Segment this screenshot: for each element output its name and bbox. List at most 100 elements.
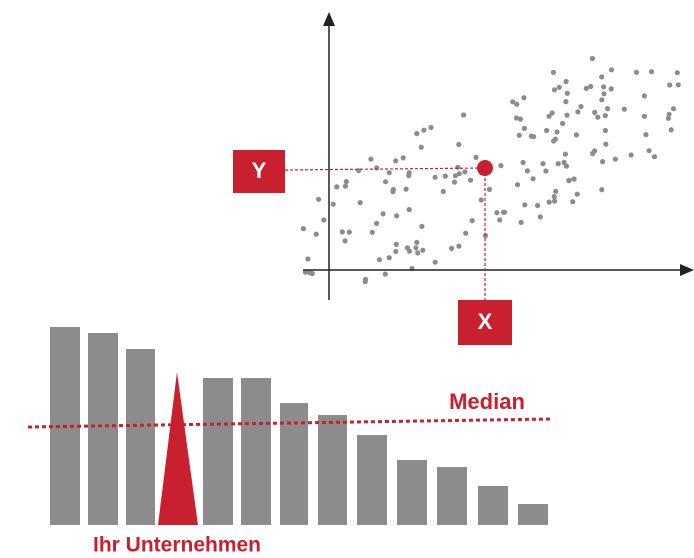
scatter-dot [316,196,322,202]
scatter-dot [432,174,438,180]
bar [126,349,155,525]
scatter-dot [551,87,558,93]
scatter-dot [628,152,634,158]
company-marker [158,372,198,525]
scatter-dot [462,169,468,175]
scatter-dot [599,74,605,80]
scatter-dot [403,186,409,192]
scatter-dot [633,69,640,75]
scatter-dot [432,259,438,265]
scatter-dot [414,131,420,137]
scatter-dot [382,179,389,185]
scatter-dot [592,148,598,154]
scatter-dot [562,151,569,157]
scatter-dot [342,183,348,189]
scatter-dot [571,176,577,182]
scatter-dot [561,159,567,166]
scatter-dot [334,184,340,190]
scatter-dot [461,112,467,118]
median-line [27,417,553,429]
bar [203,378,233,525]
scatter-dot [543,168,549,174]
scatter-dot [442,173,448,179]
scatter-dot [592,109,598,115]
scatter-dot [386,255,392,261]
scatter-dot [521,95,527,101]
scatter-dot [406,207,412,213]
scatter-dot [601,91,607,97]
scatter-dot [595,114,601,120]
scatter-dot [552,198,558,204]
scatter-dot [602,127,609,134]
bar [88,333,118,525]
scatter-dot [546,113,552,119]
bar [357,435,387,525]
scatter-dot [514,182,521,188]
scatter-dot [641,93,648,99]
scatter-dot [420,247,426,253]
scatter-dot [560,120,566,127]
scatter-dot [440,188,446,195]
median-label: Median [449,389,525,414]
x-axis-arrow [680,264,694,276]
scatter-dot [564,112,570,118]
scatter-dot [670,106,677,112]
scatter-dot [540,161,546,167]
scatter-dot [393,248,399,255]
scatter-dot [564,90,570,96]
x-label: X [478,309,493,334]
scatter-dot [600,159,606,165]
scatter-dot [675,82,681,88]
scatter-dot [550,69,557,75]
scatter-dot [589,55,596,62]
scatter-dot [380,211,386,217]
scatter-dot [368,156,374,162]
scatter-dot [305,256,311,262]
scatter-dot [510,99,516,105]
scatter-dot [393,158,399,164]
scatter-dot [599,187,605,193]
scatter-dot [415,250,421,256]
scatter-dot [604,106,611,112]
scatter-dot [563,99,569,105]
bar [437,467,467,525]
highlight-point [477,160,493,176]
scatter-dot [463,230,469,236]
bar [241,378,271,525]
scatter-dot [521,125,528,131]
scatter-dot [546,199,552,205]
scatter-dot [421,127,427,133]
scatter-dot [578,104,584,110]
scatter-dot [419,223,425,229]
scatter-dot [555,161,561,167]
bar [518,504,548,525]
scatter-dot [455,164,461,170]
scatter-dot [374,220,380,226]
scatter-dot [418,144,424,150]
scatter-dot [362,279,368,285]
scatter-dot [556,84,562,90]
scatter-dot [554,129,560,135]
scatter-dot [309,270,315,277]
scatter-dot [451,179,458,185]
scatter-dot [330,201,336,207]
scatter-dot [449,245,455,251]
scatter-dot [400,155,406,161]
scatter-dot [575,109,581,115]
scatter-dot [522,202,528,208]
scatter-dot [413,245,419,251]
scatter-dot [428,124,434,131]
scatter-dot [300,226,306,232]
scatter-dot [339,229,345,235]
bar [397,460,427,525]
scatter-dot [520,159,526,166]
scatter-dot [648,69,655,75]
scatter-dot [473,154,479,160]
scatter-dot [574,191,580,197]
scatter-dot [599,97,605,103]
scatter-dot [646,148,652,154]
scatter-points [300,55,681,285]
bars [50,327,548,525]
scatter-dot [643,132,649,138]
